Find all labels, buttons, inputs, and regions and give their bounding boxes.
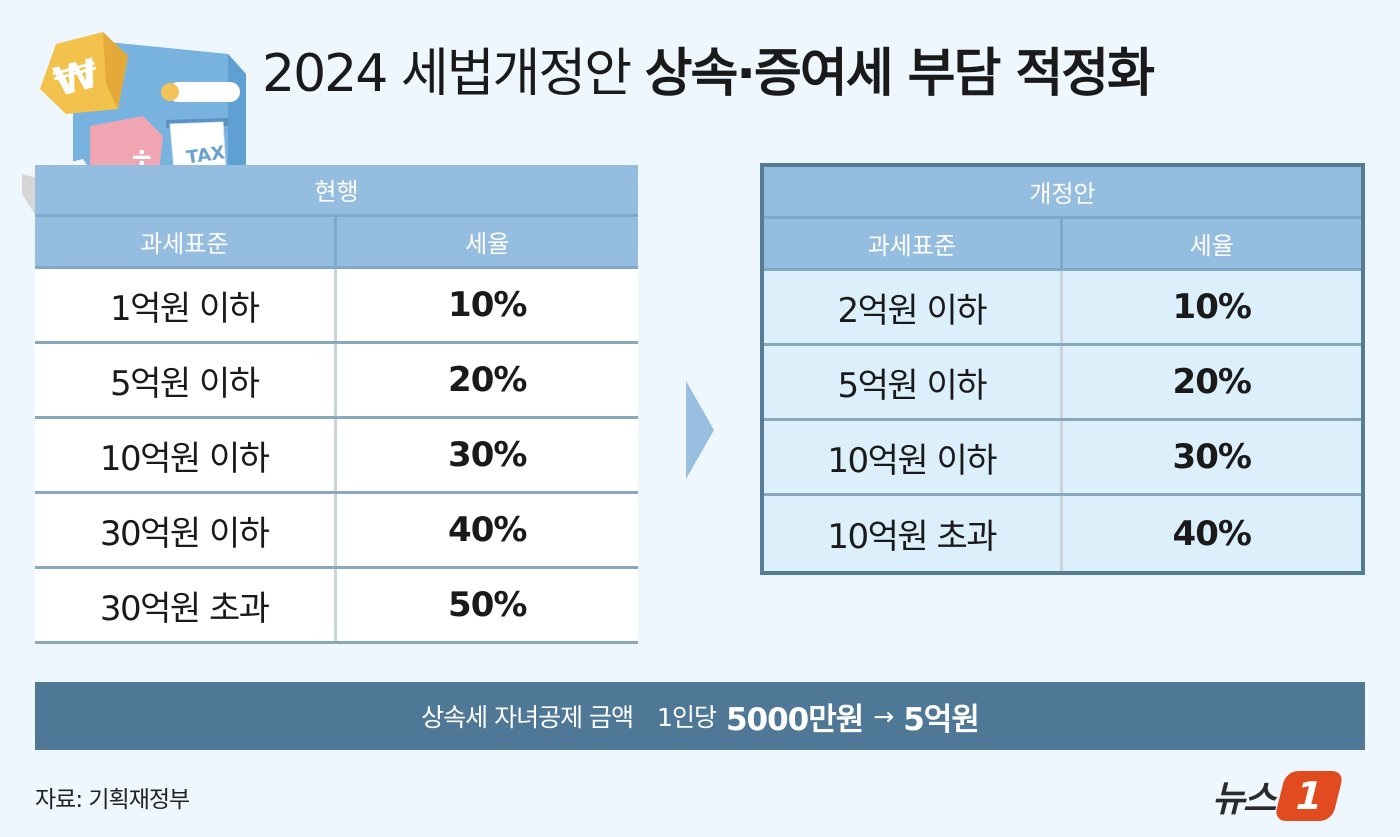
table-row: 2억원 이하 10% (764, 271, 1361, 346)
bracket-cell: 5억원 이하 (764, 346, 1063, 418)
arrow-right-icon (686, 381, 714, 479)
bracket-cell: 30억원 초과 (35, 569, 337, 641)
banner-per-person: 1인당 (657, 703, 717, 732)
column-header-bracket: 과세표준 (35, 217, 337, 266)
table-row: 5억원 이하 20% (764, 346, 1361, 421)
current-group-header: 현행 (35, 165, 638, 217)
proposed-group-header: 개정안 (764, 167, 1361, 219)
column-header-rate: 세율 (1189, 232, 1234, 260)
bracket-cell: 1억원 이하 (35, 269, 337, 341)
bracket-cell: 30억원 이하 (35, 494, 337, 566)
table-row: 10억원 이하 30% (764, 421, 1361, 496)
title-prefix: 2024 세법개정안 (262, 44, 632, 104)
table-row: 1억원 이하 10% (35, 269, 638, 344)
bracket-cell: 10억원 초과 (764, 496, 1063, 571)
table-row: 10억원 이하 30% (35, 419, 638, 494)
banner-to-amount: 5억원 (903, 701, 980, 738)
table-row: 30억원 초과 50% (35, 569, 638, 644)
bracket-cell: 5억원 이하 (35, 344, 337, 416)
logo-badge-icon: 1 (1274, 771, 1345, 821)
svg-text:÷: ÷ (130, 140, 153, 173)
news1-logo: 뉴스 1 (1212, 770, 1345, 822)
rate-cell: 20% (448, 360, 527, 400)
rate-cell: 10% (448, 285, 527, 325)
table-row: 5억원 이하 20% (35, 344, 638, 419)
rate-cell: 30% (448, 435, 527, 475)
rate-cell: 40% (1172, 513, 1252, 554)
column-header-rate: 세율 (465, 230, 510, 258)
bracket-cell: 10억원 이하 (764, 421, 1063, 493)
proposed-column-headers: 과세표준 세율 (764, 219, 1361, 271)
rate-cell: 40% (448, 510, 527, 550)
logo-text: 뉴스 (1212, 779, 1276, 820)
banner-from-amount: 5000만원 (725, 701, 864, 738)
table-row: 10억원 초과 40% (764, 496, 1361, 571)
page-title: 2024 세법개정안 상속·증여세 부담 적정화 (262, 48, 1155, 100)
deduction-banner: 상속세 자녀공제 금액 1인당 5000만원 → 5억원 (35, 682, 1365, 750)
banner-arrow-icon: → (873, 701, 894, 731)
rate-cell: 50% (448, 585, 527, 625)
source-note: 자료: 기획재정부 (35, 787, 190, 813)
rate-cell: 30% (1172, 437, 1252, 477)
proposed-tax-table: 개정안 과세표준 세율 2억원 이하 10% 5억원 이하 20% 10억원 이… (760, 163, 1365, 575)
title-emphasis: 상속·증여세 부담 적정화 (644, 44, 1155, 104)
rate-cell: 20% (1172, 362, 1252, 402)
won-cube-icon: ₩ (40, 32, 128, 114)
current-tax-table: 현행 과세표준 세율 1억원 이하 10% 5억원 이하 20% 10억원 이하… (35, 165, 638, 644)
table-row: 30억원 이하 40% (35, 494, 638, 569)
column-header-bracket: 과세표준 (764, 219, 1063, 268)
banner-label: 상속세 자녀공제 금액 (421, 703, 634, 732)
bracket-cell: 2억원 이하 (764, 271, 1063, 343)
bracket-cell: 10억원 이하 (35, 419, 337, 491)
current-column-headers: 과세표준 세율 (35, 217, 638, 269)
rate-cell: 10% (1172, 287, 1252, 327)
